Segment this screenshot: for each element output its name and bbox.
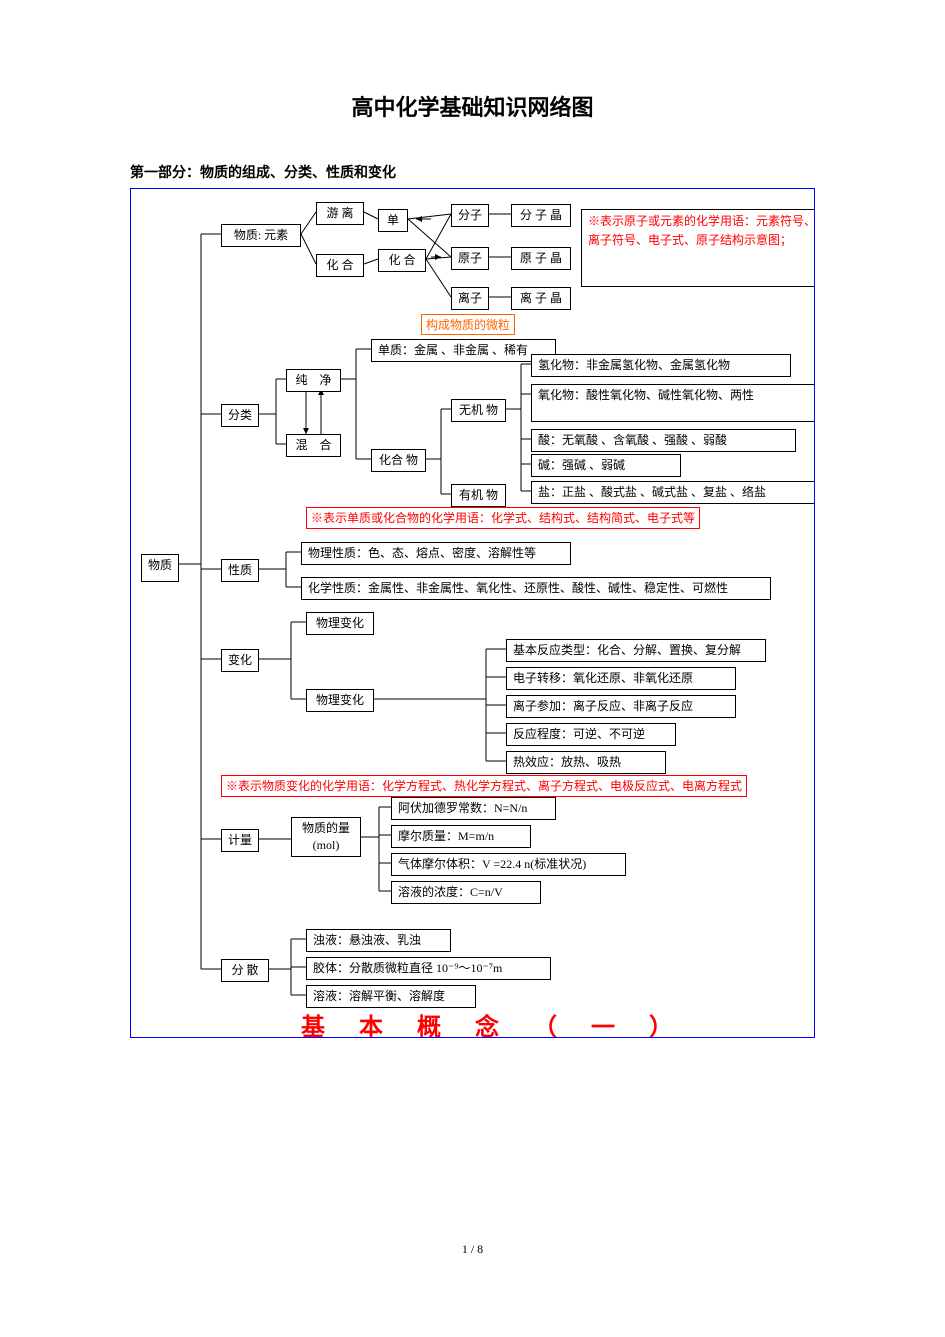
bidir-arrows [131, 189, 815, 1038]
node-dan: 单 [378, 209, 408, 232]
node-fycd: 反应程度：可逆、不可逆 [506, 723, 676, 746]
node-wulixz: 物理性质：色、态、熔点、密度、溶解性等 [301, 542, 571, 565]
node-qiti: 气体摩尔体积：V =22.4 n(标准状况) [391, 853, 626, 876]
node-lizijing: 离 子 晶 [511, 287, 571, 310]
section-title: 第一部分：物质的组成、分类、性质和变化 [130, 162, 815, 182]
node-youli: 游 离 [316, 202, 364, 225]
page: 高中化学基础知识网络图 第一部分：物质的组成、分类、性质和变化 ※表示原子或元素… [0, 0, 945, 1337]
node-wuzhidl: 物质的量 (mol) [291, 817, 361, 857]
node-wulibh1: 物理变化 [306, 612, 374, 635]
node-yanghuawu: 氧化物：酸性氧化物、碱性氧化物、两性 [531, 384, 815, 422]
node-suan: 酸：无氧酸 、含氧酸 、强酸 、弱酸 [531, 429, 796, 452]
node-moer: 摩尔质量：M=m/n [391, 825, 531, 848]
node-jiliang: 计量 [221, 829, 259, 852]
node-youjiwu: 有机 物 [451, 484, 506, 507]
node-yuanzi: 原子 [451, 247, 489, 270]
node-root: 物质 [141, 554, 179, 582]
node-zhuoye: 浊液：悬浊液、乳浊 [306, 929, 451, 952]
node-fenlei: 分类 [221, 404, 259, 427]
node-fenzijing: 分 子 晶 [511, 204, 571, 227]
node-danzhi_line: 单质：金属 、非金属 、稀有 [371, 339, 556, 362]
node-wujiwu: 无机 物 [451, 399, 506, 422]
node-jiaoti: 胶体：分散质微粒直径 10⁻⁹～10⁻⁷m [306, 957, 551, 980]
page-title: 高中化学基础知识网络图 [130, 90, 815, 122]
node-fensan: 分 散 [221, 959, 269, 982]
node-xingzhi: 性质 [221, 559, 259, 582]
node-jiben: 基本反应类型：化合、分解、置换、复分解 [506, 639, 766, 662]
node-lizi: 离子 [451, 287, 489, 310]
node-chunjing: 纯 净 [286, 369, 341, 392]
node-huahe_top: 化 合 [316, 254, 364, 277]
node-wuzhi_yuansu: 物质: 元素 [221, 224, 301, 247]
node-bianhua: 变化 [221, 649, 259, 672]
node-lizican: 离子参加：离子反应、非离子反应 [506, 695, 736, 718]
node-rongye2: 溶液：溶解平衡、溶解度 [306, 985, 476, 1008]
diagram-container: ※表示原子或元素的化学用语：元素符号、 离子符号、电子式、原子结构示意图； 构成… [130, 188, 815, 1038]
node-dianzi: 电子转移：氧化还原、非氧化还原 [506, 667, 736, 690]
node-huaxuexz: 化学性质：金属性、非金属性、氧化性、还原性、酸性、碱性、稳定性、可燃性 [301, 577, 771, 600]
node-rongye: 溶液的浓度：C=n/V [391, 881, 541, 904]
node-fenzi: 分子 [451, 204, 489, 227]
page-number: 1 / 8 [0, 1242, 945, 1257]
node-rexy: 热效应：放热、吸热 [506, 751, 666, 774]
node-afjdls: 阿伏加德罗常数：N=N/n [391, 797, 556, 820]
node-yuanzijing: 原 子 晶 [511, 247, 571, 270]
node-huahe: 化 合 [378, 249, 426, 272]
node-qinghuawu: 氢化物：非金属氢化物、金属氢化物 [531, 354, 791, 377]
node-jian: 碱：强碱 、弱碱 [531, 454, 681, 477]
node-hunhe: 混 合 [286, 434, 341, 457]
node-yan: 盐：正盐 、酸式盐 、碱式盐 、复盐 、络盐 [531, 481, 815, 504]
node-huahewu: 化合 物 [371, 449, 426, 472]
node-wulibh2: 物理变化 [306, 689, 374, 712]
